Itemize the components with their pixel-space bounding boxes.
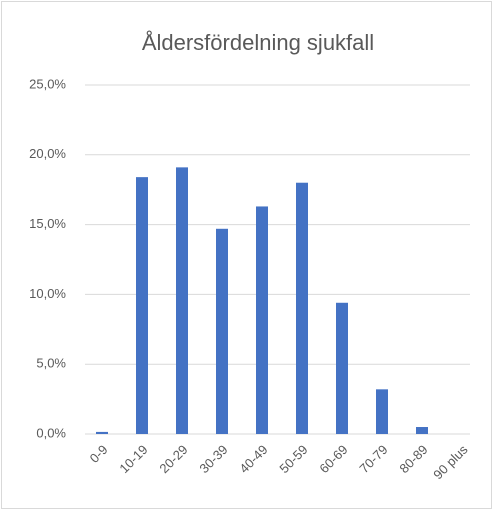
bar (256, 206, 268, 434)
y-tick-label: 0,0% (36, 425, 66, 440)
y-tick-label: 10,0% (29, 286, 66, 301)
chart-border (1, 1, 492, 509)
y-tick-label: 5,0% (36, 356, 66, 371)
y-tick-label: 15,0% (29, 216, 66, 231)
chart-title: Åldersfördelning sjukfall (142, 30, 374, 55)
y-tick-label: 25,0% (29, 76, 66, 91)
bar (176, 167, 188, 434)
bar (296, 182, 308, 434)
bar (416, 427, 428, 434)
bar (216, 228, 228, 434)
bar (336, 302, 348, 434)
bar (96, 431, 108, 434)
bar (136, 177, 148, 435)
bar (376, 389, 388, 434)
y-tick-label: 20,0% (29, 146, 66, 161)
